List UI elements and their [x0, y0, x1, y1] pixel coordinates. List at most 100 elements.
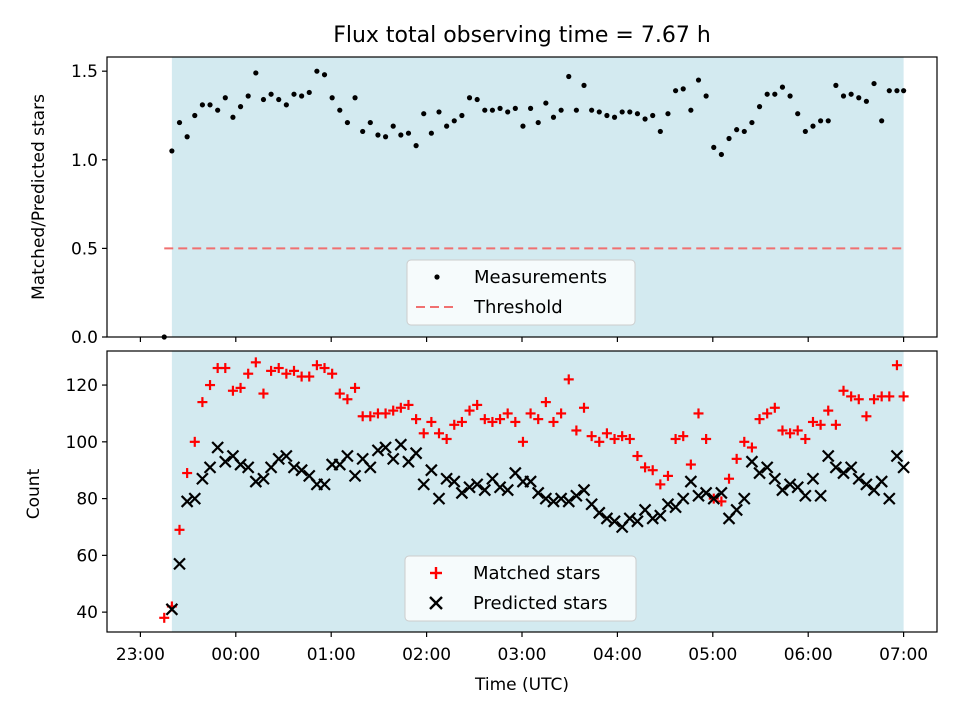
matched-star-point — [517, 436, 528, 447]
predicted-star-point — [180, 495, 194, 508]
matched-star-point — [464, 405, 475, 416]
measurement-point — [291, 91, 297, 97]
measurement-point — [672, 88, 679, 94]
predicted-star-point — [760, 461, 774, 474]
x-tick-label: 07:00 — [879, 645, 928, 665]
predicted-star-point — [295, 463, 308, 477]
measurement-point — [237, 104, 244, 110]
predicted-star-point — [875, 475, 888, 488]
predicted-star-point — [699, 486, 713, 500]
x-tick-label: 06:00 — [784, 645, 833, 665]
measurement-point — [459, 112, 465, 119]
predicted-star-point — [364, 461, 377, 474]
matched-star-point — [579, 402, 590, 413]
predicted-star-point — [318, 478, 331, 491]
matched-star-point — [220, 363, 231, 374]
matched-star-point — [266, 365, 277, 376]
predicted-star-point — [249, 475, 263, 488]
measurement-point — [764, 91, 770, 97]
x-tick-label: 02:00 — [402, 645, 451, 665]
matched-star-point — [479, 414, 490, 425]
y-tick-label: 60 — [76, 546, 98, 566]
measurement-point — [818, 118, 824, 124]
predicted-star-point — [188, 492, 202, 505]
predicted-star-point — [821, 449, 835, 463]
matched-star-point — [815, 419, 826, 430]
measurement-point — [573, 107, 579, 113]
predicted-star-point — [883, 492, 896, 505]
predicted-star-point — [753, 466, 766, 480]
matched-star-point — [449, 419, 460, 430]
matched-star-point — [853, 394, 864, 405]
predicted-star-point — [837, 466, 850, 480]
x-tick-label: 23:00 — [116, 645, 165, 665]
predicted-star-point — [631, 515, 644, 528]
matched-star-point — [632, 451, 643, 462]
measurement-point — [665, 111, 671, 117]
matched-star-point — [327, 368, 338, 379]
matched-star-point — [235, 382, 246, 393]
matched-star-point — [670, 433, 681, 444]
measurement-point — [207, 102, 213, 108]
measurement-point — [596, 109, 602, 115]
measurement-point — [222, 95, 228, 101]
predicted-star-point — [386, 452, 400, 466]
predicted-star-point — [478, 483, 492, 497]
measurement-point — [550, 114, 557, 120]
matched-star-point — [487, 416, 498, 427]
predicted-star-point — [562, 495, 576, 508]
predicted-star-point — [394, 438, 408, 451]
predicted-star-point — [600, 512, 614, 525]
matched-star-point — [609, 433, 620, 444]
predicted-star-point — [173, 557, 186, 571]
predicted-star-point — [287, 461, 301, 474]
measurement-point — [283, 102, 289, 108]
predicted-star-point — [470, 478, 484, 491]
matched-star-point — [640, 462, 651, 473]
measurement-point — [741, 128, 747, 135]
matched-star-point — [205, 380, 216, 391]
matched-star-point — [762, 408, 773, 419]
predicted-star-point — [654, 509, 667, 522]
predicted-star-point — [501, 483, 514, 497]
measurement-point — [726, 135, 732, 142]
predicted-star-point — [692, 489, 705, 503]
legend-measurements-marker — [434, 274, 440, 280]
matched-star-point — [556, 408, 567, 419]
top-panel: 0.0 0.5 1.0 1.5 Matched/Predicted stars Mea… — [29, 56, 938, 348]
predicted-star-point — [676, 492, 690, 505]
measurement-point — [749, 119, 755, 126]
measurement-point — [871, 80, 877, 87]
measurement-point — [772, 91, 778, 97]
matched-star-point — [891, 360, 902, 371]
x-tick-label: 03:00 — [498, 645, 547, 665]
predicted-star-point — [341, 449, 354, 463]
matched-star-point — [380, 408, 391, 419]
predicted-star-point — [707, 492, 721, 505]
matched-star-point — [250, 357, 261, 368]
predicted-star-point — [860, 478, 873, 491]
measurement-point — [176, 119, 183, 126]
matched-star-point — [898, 391, 909, 402]
y-tick-label: 1.5 — [71, 62, 98, 82]
x-axis-label: Time (UTC) — [474, 675, 569, 695]
predicted-star-point — [463, 480, 476, 494]
predicted-star-point — [211, 441, 224, 454]
matched-star-point — [533, 414, 544, 425]
matched-star-point — [800, 433, 811, 444]
measurement-point — [848, 91, 854, 97]
measurement-point — [589, 107, 595, 113]
predicted-star-point — [814, 489, 827, 503]
matched-star-point — [182, 468, 193, 479]
measurement-point — [230, 114, 236, 120]
predicted-star-point — [539, 492, 553, 505]
matched-star-point — [655, 479, 666, 490]
matched-star-point — [441, 433, 452, 444]
predicted-star-point — [547, 495, 560, 508]
measurement-point — [810, 123, 816, 129]
legend-predicted-marker — [429, 596, 443, 610]
matched-star-point — [807, 416, 818, 427]
bottom-y-ticks: 40 60 80 100 120 — [66, 376, 107, 623]
measurement-point — [779, 84, 786, 90]
